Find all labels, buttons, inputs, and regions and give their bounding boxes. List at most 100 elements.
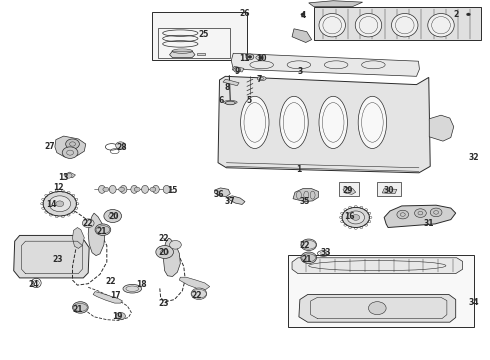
Text: 2: 2	[453, 10, 458, 19]
Text: 12: 12	[53, 183, 64, 192]
Text: 1: 1	[296, 165, 301, 174]
Ellipse shape	[319, 96, 347, 149]
Polygon shape	[292, 29, 312, 42]
Polygon shape	[55, 136, 86, 157]
Ellipse shape	[120, 185, 127, 193]
Text: 5: 5	[246, 96, 251, 105]
Circle shape	[352, 215, 360, 220]
Polygon shape	[314, 7, 481, 40]
Polygon shape	[14, 235, 89, 278]
Text: 23: 23	[158, 299, 169, 307]
Text: 15: 15	[167, 186, 178, 194]
Text: 22: 22	[82, 219, 93, 228]
Polygon shape	[232, 66, 244, 72]
Polygon shape	[382, 189, 397, 194]
Text: 22: 22	[192, 291, 202, 300]
Text: 21: 21	[301, 256, 312, 264]
Circle shape	[43, 192, 76, 216]
Circle shape	[301, 252, 317, 264]
Circle shape	[368, 302, 386, 315]
Text: 20: 20	[158, 248, 169, 257]
Polygon shape	[293, 189, 318, 202]
Polygon shape	[292, 258, 463, 274]
Text: 20: 20	[108, 212, 119, 221]
Text: 32: 32	[468, 153, 479, 162]
Bar	[339, 182, 359, 196]
Polygon shape	[227, 196, 245, 204]
Circle shape	[246, 54, 254, 60]
Text: 22: 22	[105, 277, 116, 286]
Circle shape	[82, 219, 94, 228]
Polygon shape	[223, 79, 239, 86]
Circle shape	[342, 207, 369, 228]
Ellipse shape	[152, 185, 159, 193]
Text: 17: 17	[110, 291, 121, 300]
Circle shape	[156, 246, 173, 258]
Polygon shape	[429, 115, 454, 141]
Text: 35: 35	[299, 197, 310, 206]
Ellipse shape	[142, 185, 148, 193]
Circle shape	[116, 142, 125, 149]
Ellipse shape	[123, 284, 142, 293]
Text: 6: 6	[219, 96, 224, 105]
Text: 16: 16	[344, 212, 355, 221]
Ellipse shape	[241, 96, 269, 149]
Polygon shape	[179, 277, 210, 289]
Polygon shape	[197, 53, 205, 55]
Circle shape	[95, 224, 111, 235]
Circle shape	[66, 139, 79, 149]
Ellipse shape	[98, 185, 105, 193]
Ellipse shape	[223, 100, 237, 104]
Text: 21: 21	[72, 305, 83, 314]
Text: 36: 36	[213, 190, 224, 199]
Ellipse shape	[257, 76, 266, 81]
Polygon shape	[170, 51, 195, 58]
Polygon shape	[384, 205, 456, 228]
Polygon shape	[88, 213, 105, 256]
Text: 22: 22	[299, 241, 310, 250]
Text: 8: 8	[224, 83, 229, 92]
Circle shape	[170, 240, 181, 249]
Bar	[377, 182, 401, 196]
Text: 14: 14	[46, 200, 56, 209]
Text: 4: 4	[300, 10, 305, 19]
Text: 13: 13	[58, 173, 69, 181]
Text: 22: 22	[158, 234, 169, 243]
Circle shape	[466, 13, 470, 16]
Text: 19: 19	[112, 312, 123, 321]
Circle shape	[65, 173, 72, 178]
Polygon shape	[299, 294, 456, 322]
Ellipse shape	[358, 96, 387, 149]
Circle shape	[49, 196, 71, 212]
Polygon shape	[64, 172, 75, 178]
Circle shape	[430, 208, 442, 217]
Text: 24: 24	[28, 280, 39, 289]
Ellipse shape	[163, 185, 170, 193]
Text: 27: 27	[45, 142, 55, 151]
Text: 10: 10	[256, 54, 267, 63]
Text: 29: 29	[343, 186, 353, 195]
Circle shape	[73, 302, 88, 313]
Circle shape	[150, 187, 156, 192]
Polygon shape	[309, 1, 363, 6]
Polygon shape	[93, 292, 122, 303]
Polygon shape	[343, 187, 356, 194]
Text: 30: 30	[383, 186, 394, 195]
Ellipse shape	[319, 13, 345, 37]
Text: 11: 11	[239, 54, 249, 63]
Circle shape	[301, 239, 317, 251]
Text: 26: 26	[240, 9, 250, 18]
Circle shape	[415, 209, 426, 217]
Text: 34: 34	[468, 298, 479, 307]
Ellipse shape	[225, 101, 235, 105]
Circle shape	[103, 187, 109, 192]
Text: 3: 3	[297, 68, 302, 77]
Circle shape	[116, 312, 125, 320]
Text: 23: 23	[52, 256, 63, 264]
Text: 33: 33	[320, 248, 331, 257]
Text: 31: 31	[423, 219, 434, 228]
Ellipse shape	[109, 185, 116, 193]
Polygon shape	[215, 188, 230, 197]
Circle shape	[347, 211, 365, 224]
Circle shape	[62, 147, 78, 158]
